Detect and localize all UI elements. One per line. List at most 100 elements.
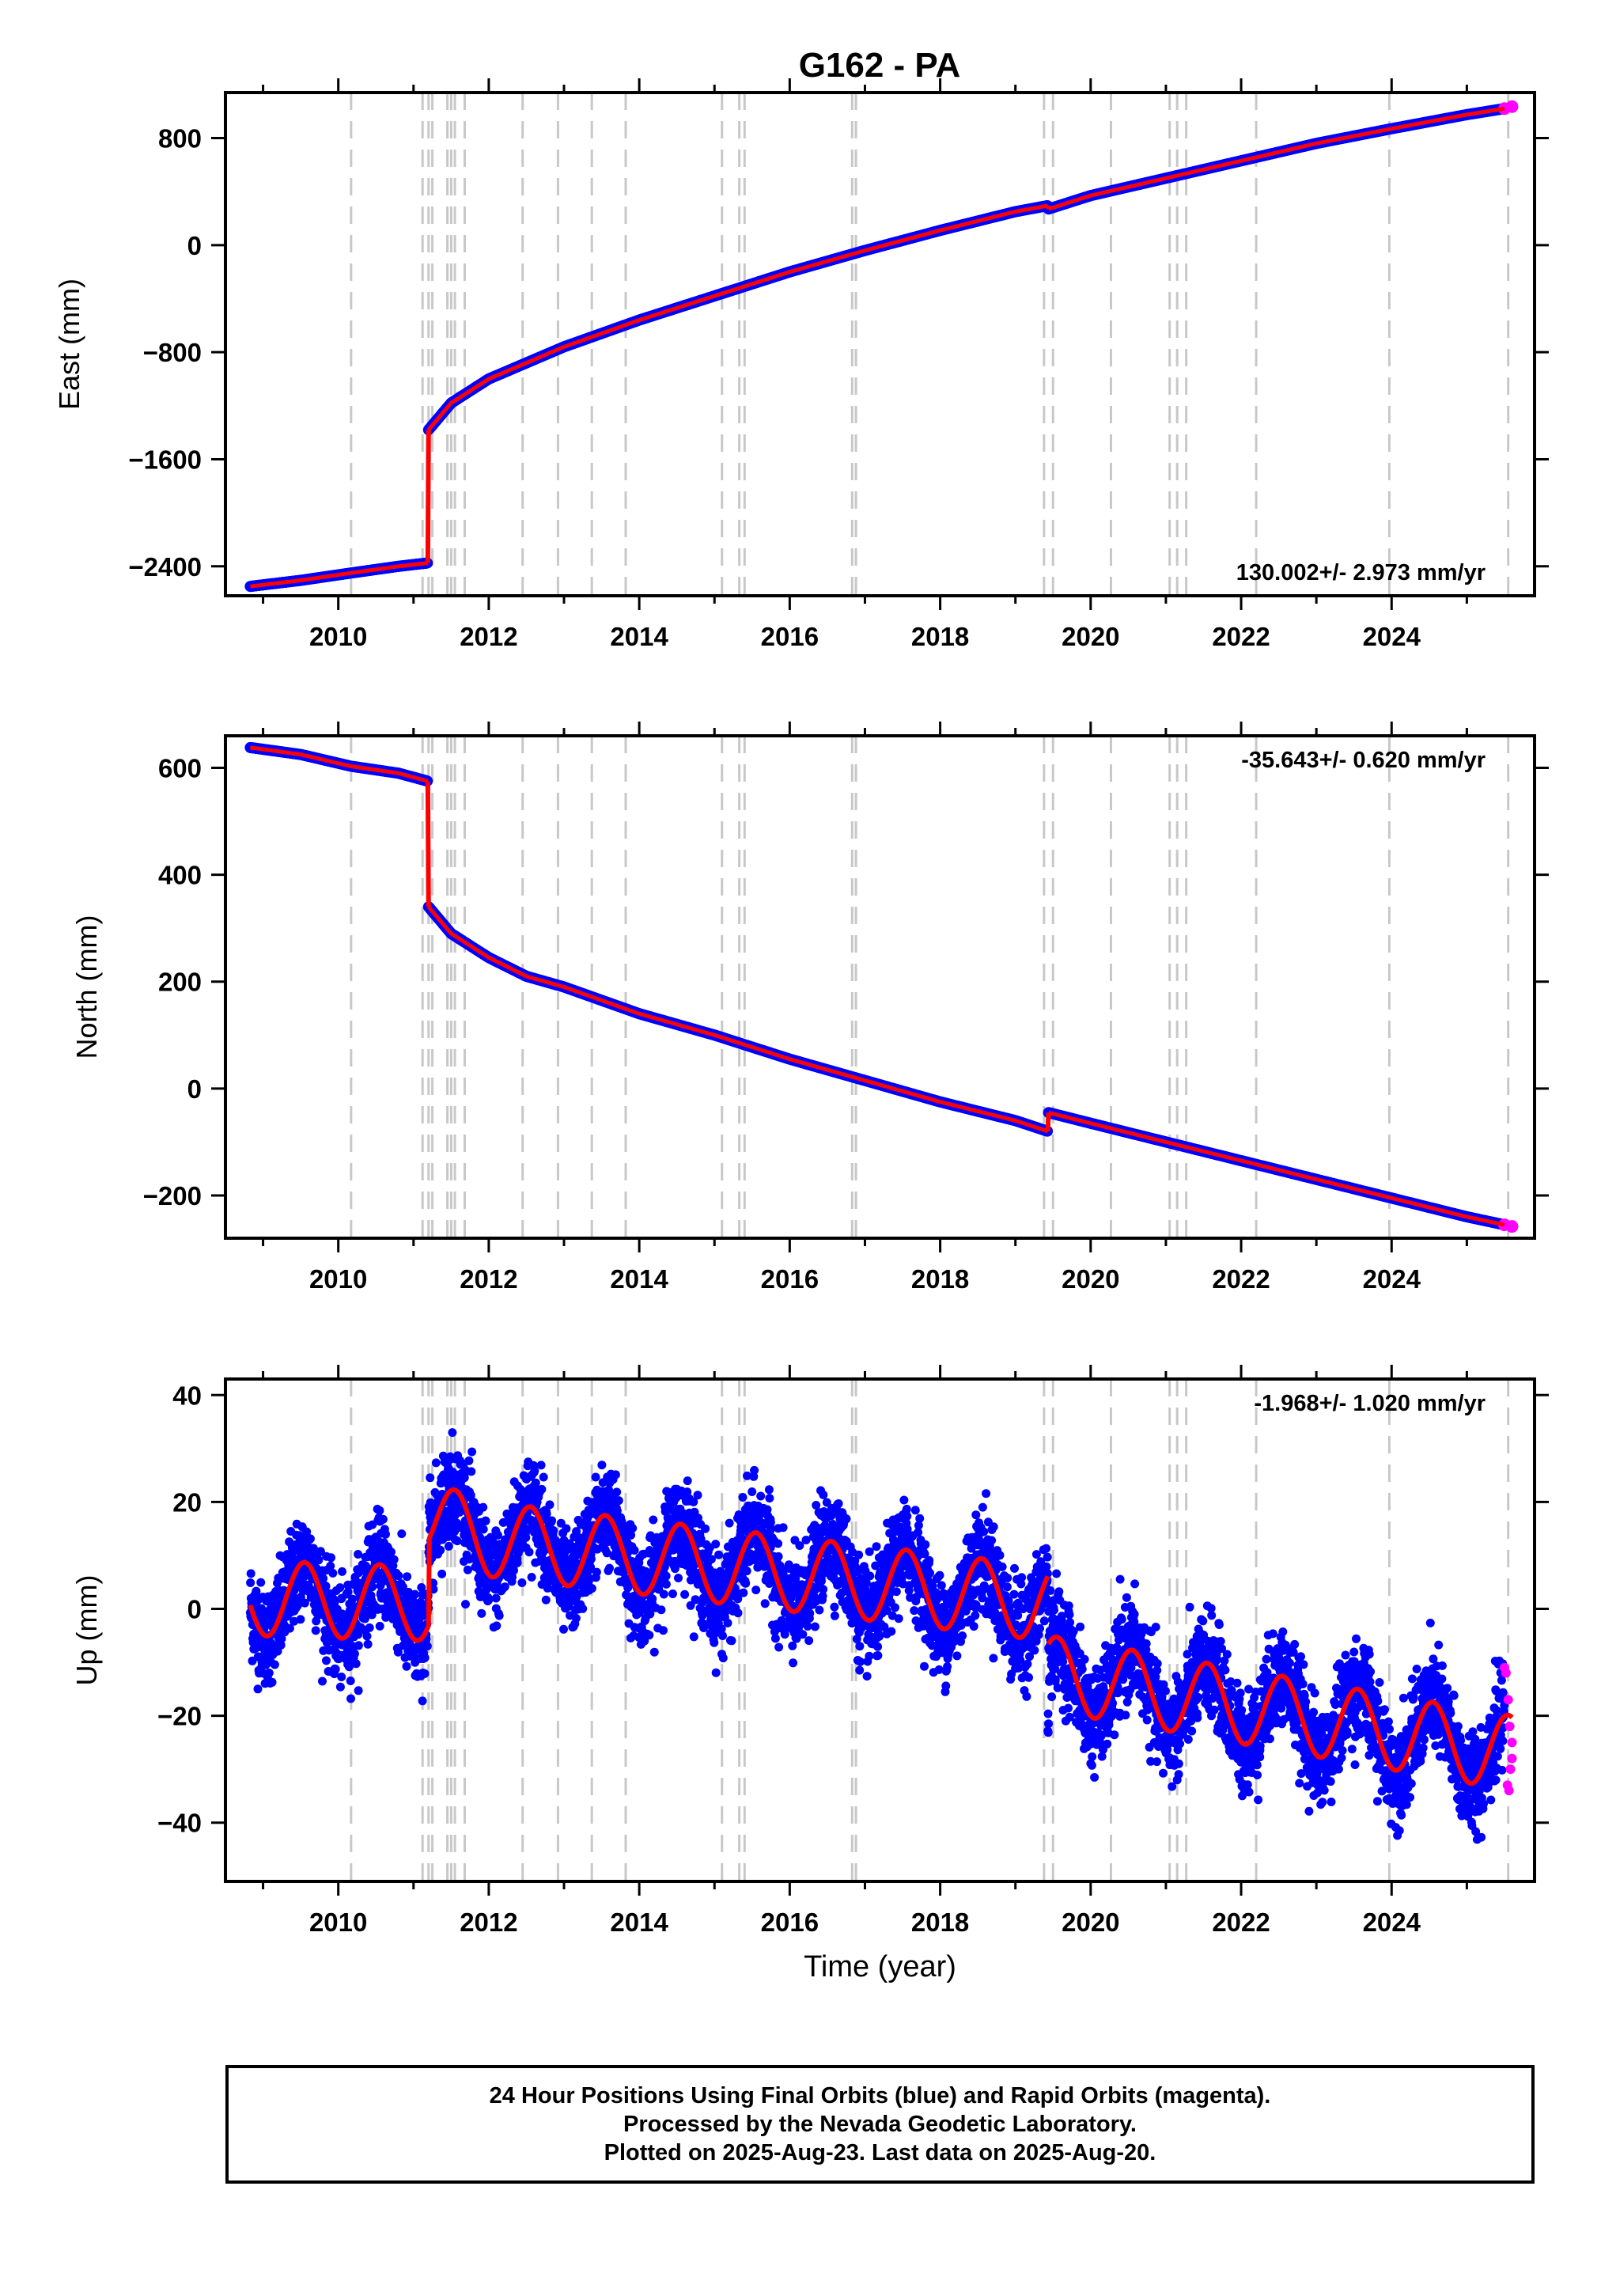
data-point: [331, 1665, 340, 1674]
data-point: [378, 1514, 388, 1524]
figure-title: G162 - PA: [799, 46, 961, 85]
plot-frame: [224, 91, 1536, 597]
data-point: [270, 1660, 279, 1669]
data-point: [314, 1555, 324, 1565]
data-point: [296, 1615, 305, 1624]
data-point: [257, 1604, 266, 1613]
data-point: [338, 1567, 346, 1576]
rapid-point: [1505, 1220, 1519, 1233]
y-tick-label: 0: [187, 231, 202, 260]
data-point: [381, 1529, 390, 1539]
data-point: [346, 1694, 355, 1703]
x-tick-label: 2012: [460, 1264, 517, 1294]
x-tick-label: 2022: [1212, 622, 1270, 651]
rate-text: -35.643+/- 0.620 mm/yr: [1241, 748, 1486, 773]
y-axis-label: North (mm): [70, 915, 103, 1059]
panel-north: 2010 2012 2014 2016 2018 2020 2022 2024−2000200…: [70, 722, 1549, 1294]
data-point: [285, 1623, 294, 1633]
x-axis: 2010 2012 2014 2016 2018 2020 2022 2024: [262, 78, 1468, 651]
data-point: [387, 1548, 396, 1557]
data-point: [326, 1561, 335, 1570]
x-tick-label: 2016: [761, 622, 819, 651]
data-point: [321, 1582, 331, 1591]
data-point: [354, 1686, 363, 1695]
event-lines: [350, 93, 1510, 596]
y-tick-label: 600: [158, 754, 202, 783]
data-point: [327, 1553, 335, 1563]
data-point: [397, 1529, 407, 1539]
data-point: [312, 1616, 321, 1626]
x-tick-label: 2018: [911, 622, 969, 651]
offset-step: [1045, 1112, 1051, 1132]
model-fit-line: [250, 745, 1505, 1227]
data-point: [337, 1673, 346, 1681]
rapid-point: [1505, 100, 1519, 113]
data-point: [290, 1616, 299, 1626]
data-point: [322, 1656, 331, 1665]
data-point: [354, 1550, 363, 1559]
data-point: [350, 1649, 359, 1658]
data-points: [244, 100, 1519, 593]
data-point: [389, 1555, 399, 1564]
y-tick-label: 800: [158, 124, 202, 153]
x-tick-label: 2016: [761, 1264, 819, 1294]
x-tick-label: 2012: [460, 622, 517, 651]
data-point: [246, 1569, 255, 1578]
x-tick-label: 2022: [1212, 1264, 1270, 1294]
y-tick-label: −1600: [128, 445, 202, 474]
data-point: [264, 1669, 274, 1677]
offset-step: [425, 430, 431, 563]
data-point: [330, 1598, 339, 1608]
x-tick-label: 2010: [309, 1264, 367, 1294]
x-tick-label: 2018: [911, 1264, 969, 1294]
x-axis: 2010 2012 2014 2016 2018 2020 2022 2024: [262, 722, 1468, 1294]
x-tick-label: 2014: [610, 1264, 668, 1294]
data-point: [351, 1659, 361, 1669]
x-tick-label: 2010: [309, 622, 367, 651]
data-point: [346, 1677, 355, 1685]
data-point: [354, 1641, 363, 1650]
offset-step: [425, 781, 431, 907]
data-point: [335, 1682, 345, 1692]
data-point: [305, 1534, 315, 1544]
data-point: [246, 1578, 255, 1587]
data-points: [244, 741, 1519, 1233]
x-tick-label: 2020: [1062, 622, 1119, 651]
y-tick-label: −200: [143, 1181, 202, 1211]
x-tick-label: 2014: [610, 622, 668, 651]
rate-text: 130.002+/- 2.973 mm/yr: [1236, 560, 1486, 585]
data-point: [365, 1623, 374, 1632]
data-point: [402, 1661, 411, 1671]
data-point: [403, 1572, 412, 1582]
y-tick-label: −2400: [128, 552, 202, 582]
x-tick-label: 2024: [1363, 1264, 1421, 1294]
data-point: [363, 1639, 373, 1649]
data-point: [277, 1634, 286, 1643]
data-point: [302, 1527, 312, 1536]
model-fit: [250, 106, 1505, 589]
data-point: [311, 1626, 320, 1635]
event-lines: [350, 736, 1510, 1238]
panel-east: 2010 2012 2014 2016 2018 2020 2022 2024 −2400 −16…: [53, 78, 1549, 651]
x-tick-label: 2024: [1363, 622, 1421, 651]
data-point: [394, 1571, 403, 1581]
panels: 2010 2012 2014 2016 2018 2020 2022 2024 −2400 −16…: [53, 78, 1549, 1983]
y-axis: −2400 −1600 −800 0 800: [128, 124, 1549, 582]
y-tick-label: 400: [158, 861, 202, 890]
data-point: [300, 1598, 309, 1608]
model-fit-line: [250, 106, 1505, 589]
model-fit: [250, 745, 1505, 1227]
data-point: [375, 1621, 384, 1631]
y-tick-label: 0: [187, 1074, 202, 1104]
data-point: [335, 1583, 345, 1593]
data-point: [256, 1578, 266, 1587]
data-point: [253, 1684, 263, 1694]
data-point: [316, 1547, 325, 1556]
data-point: [267, 1677, 277, 1687]
data-point: [276, 1640, 286, 1650]
data-point: [318, 1677, 327, 1686]
y-tick-label: −800: [143, 338, 202, 367]
data-points: [245, 1428, 1517, 1844]
